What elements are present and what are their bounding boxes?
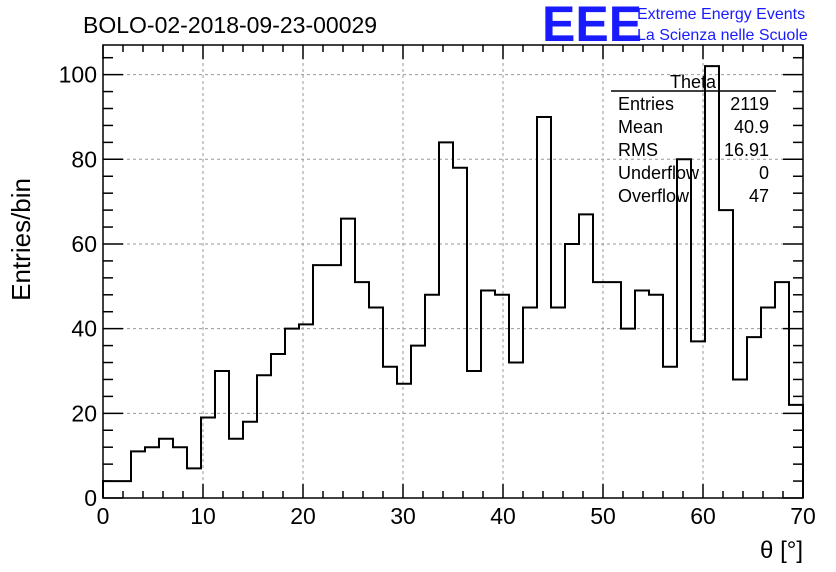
histogram-bin bbox=[425, 295, 439, 498]
histogram-bin bbox=[173, 447, 187, 498]
plot-frame bbox=[102, 44, 804, 499]
stats-row-label: Underflow bbox=[618, 163, 700, 183]
y-tick-label: 20 bbox=[71, 400, 97, 426]
stats-row-value: 2119 bbox=[730, 94, 769, 114]
histogram-bin bbox=[621, 329, 635, 498]
histogram-bin bbox=[271, 354, 285, 498]
histogram-bin bbox=[663, 367, 677, 498]
x-tick-label: 40 bbox=[490, 503, 516, 529]
x-tick-label: 0 bbox=[97, 503, 110, 529]
histogram-bin bbox=[397, 384, 411, 498]
histogram-bin bbox=[607, 282, 621, 498]
histogram-bin bbox=[509, 363, 523, 498]
histogram-bin bbox=[229, 439, 243, 498]
plot-border bbox=[102, 44, 804, 499]
histogram-bin bbox=[719, 210, 733, 498]
axis-ticks bbox=[102, 45, 804, 499]
histogram-bin bbox=[145, 447, 159, 498]
histogram-bin bbox=[761, 307, 775, 498]
y-tick-label: 0 bbox=[84, 485, 97, 511]
x-tick-label: 20 bbox=[290, 503, 316, 529]
histogram-bin bbox=[257, 375, 271, 498]
histogram-bin bbox=[495, 295, 509, 498]
y-tick-label: 60 bbox=[71, 231, 97, 257]
histogram-bin bbox=[691, 341, 705, 498]
histogram-outline bbox=[102, 65, 804, 498]
eee-logo: EEE Extreme Energy Events La Scienza nel… bbox=[542, 0, 808, 52]
histogram-bin bbox=[327, 265, 341, 498]
logo-line1: Extreme Energy Events bbox=[637, 6, 805, 23]
y-axis-label: Entries/bin bbox=[6, 178, 36, 301]
x-tick-label: 30 bbox=[390, 503, 416, 529]
histogram-series bbox=[102, 65, 804, 498]
histogram-bin bbox=[481, 291, 495, 498]
x-tick-label: 10 bbox=[190, 503, 216, 529]
histogram-bin bbox=[439, 142, 453, 498]
histogram-bin bbox=[411, 346, 425, 498]
logo-line2: La Scienza nelle Scuole bbox=[637, 27, 808, 44]
stats-row-label: Entries bbox=[618, 94, 674, 114]
stats-row-value: 16.91 bbox=[724, 140, 769, 160]
y-tick-label: 80 bbox=[71, 146, 97, 172]
histogram-bin bbox=[789, 405, 803, 498]
histogram-bin bbox=[733, 379, 747, 498]
histogram-bin bbox=[215, 371, 229, 498]
x-tick-label: 60 bbox=[690, 503, 716, 529]
x-tick-label: 50 bbox=[590, 503, 616, 529]
chart-title: BOLO-02-2018-09-23-00029 bbox=[83, 12, 377, 38]
stats-box: Theta Entries 2119 Mean 40.9 RMS 16.91 Underfl… bbox=[611, 72, 776, 206]
histogram-bin bbox=[523, 307, 537, 498]
histogram-bin bbox=[243, 422, 257, 498]
histogram-bin bbox=[355, 282, 369, 498]
stats-row-label: RMS bbox=[618, 140, 658, 160]
histogram-bin bbox=[383, 367, 397, 498]
histogram-bin bbox=[299, 324, 313, 498]
histogram-bin bbox=[635, 291, 649, 498]
histogram-bin bbox=[537, 117, 551, 498]
logo-letters: EEE bbox=[542, 0, 642, 52]
histogram-bin bbox=[341, 219, 355, 498]
histogram-bin bbox=[747, 337, 761, 498]
stats-title: Theta bbox=[670, 72, 717, 92]
histogram-bin bbox=[187, 468, 201, 498]
histogram-bin bbox=[313, 265, 327, 498]
stats-row-value: 0 bbox=[759, 163, 769, 183]
stats-row-label: Mean bbox=[618, 117, 663, 137]
histogram-bin bbox=[579, 214, 593, 498]
histogram-bin bbox=[159, 439, 173, 498]
histogram-bin bbox=[705, 66, 719, 498]
histogram-bin bbox=[565, 244, 579, 498]
x-tick-label: 70 bbox=[790, 503, 816, 529]
histogram-bin bbox=[649, 295, 663, 498]
histogram-bin bbox=[775, 282, 789, 498]
histogram-bin bbox=[285, 329, 299, 498]
y-tick-label: 100 bbox=[59, 62, 97, 88]
histogram-bin bbox=[103, 481, 117, 498]
stats-row-value: 47 bbox=[749, 186, 769, 206]
histogram-bin bbox=[117, 481, 131, 498]
histogram-bin bbox=[369, 307, 383, 498]
stats-row-label: Overflow bbox=[618, 186, 690, 206]
histogram-bin bbox=[551, 307, 565, 498]
histogram-bin bbox=[453, 168, 467, 498]
y-tick-label: 40 bbox=[71, 316, 97, 342]
x-axis-label: θ [°] bbox=[760, 537, 803, 564]
tick-labels: 0 10 20 30 40 50 60 70 0 20 40 60 80 100 bbox=[59, 62, 816, 529]
histogram-bin bbox=[467, 371, 481, 498]
stats-row-value: 40.9 bbox=[734, 117, 769, 137]
histogram-bin bbox=[593, 282, 607, 498]
histogram-bin bbox=[677, 159, 691, 498]
